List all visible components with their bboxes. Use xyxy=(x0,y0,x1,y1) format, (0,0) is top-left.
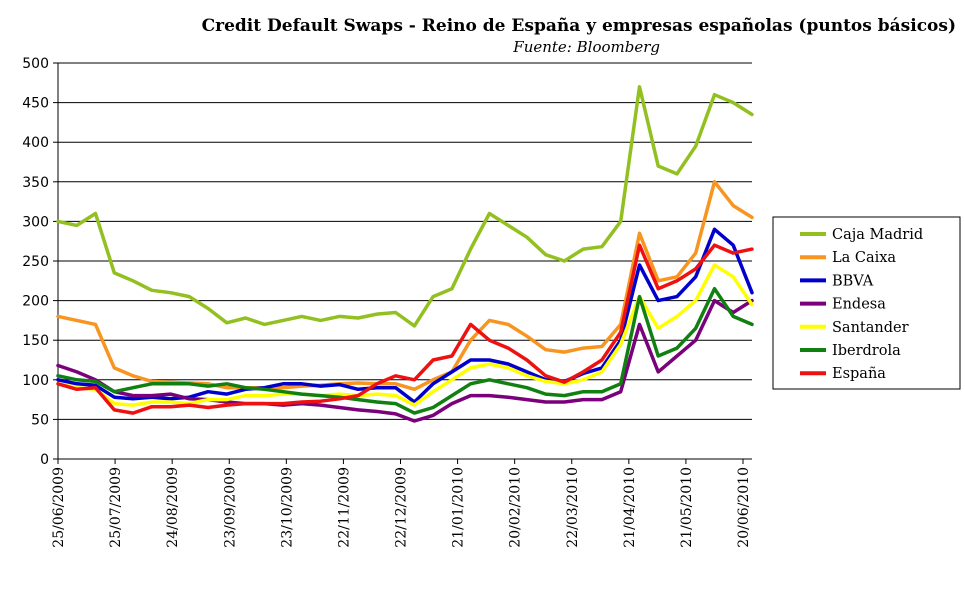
legend-label: Endesa xyxy=(832,297,886,313)
legend-label: BBVA xyxy=(832,273,874,289)
y-tick-label: 200 xyxy=(22,294,49,310)
x-tick-label: 23/09/2009 xyxy=(222,467,238,548)
y-tick-label: 0 xyxy=(40,452,49,468)
legend-label: Santander xyxy=(832,320,909,336)
legend-label: España xyxy=(832,366,886,382)
series-line-espa-a xyxy=(56,243,754,415)
y-tick-label: 300 xyxy=(22,214,49,230)
x-tick-label: 20/06/2010 xyxy=(736,467,752,548)
x-tick-label: 21/01/2010 xyxy=(451,467,467,548)
series-lines xyxy=(56,85,754,423)
series-line-endesa xyxy=(56,298,754,423)
y-tick-label: 100 xyxy=(22,373,49,389)
legend-label: Caja Madrid xyxy=(832,227,923,243)
gridlines xyxy=(58,62,752,420)
y-axis: 0 50 100 150 200 250 300 350 400 450 500 xyxy=(22,56,59,468)
x-tick-label: 21/04/2010 xyxy=(622,467,638,548)
legend-label: La Caixa xyxy=(832,250,896,266)
chart-subtitle: Fuente: Bloomberg xyxy=(512,38,660,56)
legend-box xyxy=(772,216,961,390)
series-line-caja-madrid xyxy=(56,85,754,328)
series-line-la-caixa xyxy=(56,180,754,392)
x-tick-label: 21/05/2010 xyxy=(679,467,695,548)
y-tick-label: 150 xyxy=(22,333,49,349)
legend: Caja Madrid La Caixa BBVA Endesa Santander Ib… xyxy=(772,216,961,390)
x-tick-label: 25/06/2009 xyxy=(51,467,67,548)
x-tick-label: 23/10/2009 xyxy=(279,467,295,548)
series-line-bbva xyxy=(56,227,754,404)
x-tick-label: 20/02/2010 xyxy=(508,467,524,548)
y-tick-label: 500 xyxy=(22,56,49,72)
legend-label: Iberdrola xyxy=(832,343,901,359)
y-tick-label: 400 xyxy=(22,135,49,151)
y-tick-label: 350 xyxy=(22,175,49,191)
x-axis: 25/06/2009 25/07/2009 24/08/2009 23/09/2009… xyxy=(51,458,752,548)
x-tick-label: 22/03/2010 xyxy=(565,467,581,548)
y-tick-label: 450 xyxy=(22,96,49,112)
x-tick-label: 22/11/2009 xyxy=(336,467,352,548)
series-line-iberdrola xyxy=(56,286,754,415)
y-tick-label: 250 xyxy=(22,254,49,270)
x-tick-label: 24/08/2009 xyxy=(165,467,181,548)
x-tick-label: 22/12/2009 xyxy=(394,467,410,548)
y-tick-label: 50 xyxy=(31,412,49,428)
x-tick-label: 25/07/2009 xyxy=(108,467,124,548)
chart-title: Credit Default Swaps - Reino de España y… xyxy=(202,16,956,36)
